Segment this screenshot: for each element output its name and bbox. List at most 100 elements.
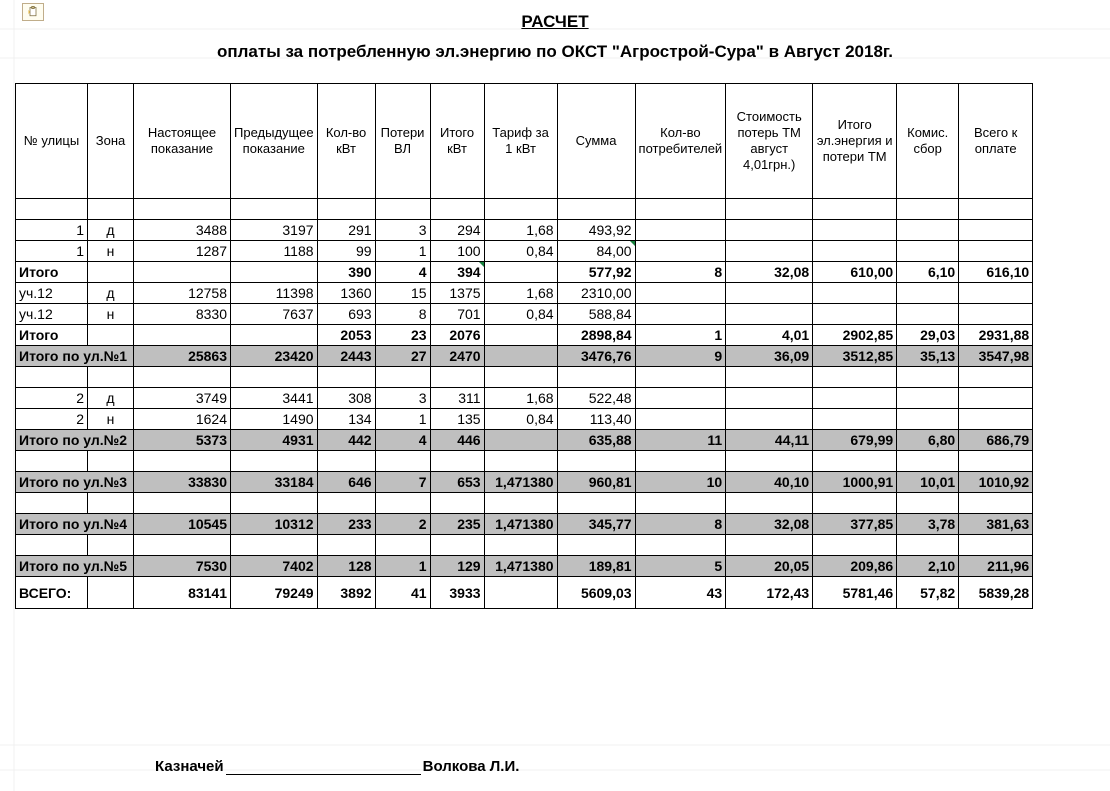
- data-cell: [635, 220, 726, 241]
- data-cell: Итого по ул.№3: [16, 472, 134, 493]
- data-cell: [813, 388, 897, 409]
- data-cell: 679,99: [813, 430, 897, 451]
- table-row: Итого20532320762898,8414,012902,8529,032…: [16, 325, 1033, 346]
- data-cell: 20,05: [726, 556, 813, 577]
- data-cell: [484, 325, 557, 346]
- data-cell: 2: [16, 388, 88, 409]
- data-cell: [897, 220, 959, 241]
- data-cell: 701: [430, 304, 484, 325]
- empty-cell: [726, 493, 813, 514]
- data-cell: 33830: [134, 472, 231, 493]
- data-cell: 308: [317, 388, 375, 409]
- data-cell: [134, 262, 231, 283]
- data-cell: 646: [317, 472, 375, 493]
- data-cell: 345,77: [557, 514, 635, 535]
- data-cell: [88, 325, 134, 346]
- data-cell: 23: [375, 325, 430, 346]
- data-cell: ВСЕГО:: [16, 577, 88, 609]
- data-cell: 294: [430, 220, 484, 241]
- data-cell: 1188: [231, 241, 318, 262]
- data-cell: [897, 241, 959, 262]
- empty-cell: [16, 199, 88, 220]
- signature-underline: [226, 774, 421, 775]
- data-cell: 1,68: [484, 388, 557, 409]
- data-cell: [635, 304, 726, 325]
- empty-cell: [375, 199, 430, 220]
- data-cell: 1000,91: [813, 472, 897, 493]
- data-cell: 1,471380: [484, 514, 557, 535]
- empty-cell: [16, 493, 88, 514]
- data-cell: 2470: [430, 346, 484, 367]
- data-cell: [484, 577, 557, 609]
- empty-cell: [897, 451, 959, 472]
- empty-cell: [897, 535, 959, 556]
- empty-cell: [317, 535, 375, 556]
- empty-cell: [484, 493, 557, 514]
- data-cell: 79249: [231, 577, 318, 609]
- empty-cell: [16, 451, 88, 472]
- empty-cell: [813, 367, 897, 388]
- data-cell: 493,92: [557, 220, 635, 241]
- table-row: 2д3749344130833111,68522,48: [16, 388, 1033, 409]
- empty-cell: [635, 451, 726, 472]
- data-cell: 1287: [134, 241, 231, 262]
- data-cell: д: [88, 220, 134, 241]
- empty-cell: [959, 535, 1033, 556]
- empty-cell: [16, 535, 88, 556]
- empty-cell: [134, 199, 231, 220]
- table-row: ВСЕГО:831417924938924139335609,0343172,4…: [16, 577, 1033, 609]
- data-cell: 390: [317, 262, 375, 283]
- data-cell: 1,471380: [484, 472, 557, 493]
- empty-cell: [430, 535, 484, 556]
- data-cell: [231, 325, 318, 346]
- data-cell: 1: [16, 220, 88, 241]
- empty-cell: [430, 367, 484, 388]
- data-cell: 12758: [134, 283, 231, 304]
- empty-cell: [813, 493, 897, 514]
- data-cell: 3476,76: [557, 346, 635, 367]
- empty-cell: [897, 367, 959, 388]
- data-cell: [484, 262, 557, 283]
- data-cell: 10,01: [897, 472, 959, 493]
- data-cell: 616,10: [959, 262, 1033, 283]
- data-cell: 44,11: [726, 430, 813, 451]
- column-header: Комис. сбор: [897, 84, 959, 199]
- data-cell: 2076: [430, 325, 484, 346]
- data-cell: 8: [375, 304, 430, 325]
- data-cell: [959, 304, 1033, 325]
- data-cell: н: [88, 409, 134, 430]
- data-cell: 7: [375, 472, 430, 493]
- empty-cell: [635, 535, 726, 556]
- empty-cell: [726, 451, 813, 472]
- data-cell: [813, 283, 897, 304]
- data-cell: 3197: [231, 220, 318, 241]
- data-cell: [897, 283, 959, 304]
- empty-cell: [231, 535, 318, 556]
- empty-cell: [375, 493, 430, 514]
- data-cell: 2931,88: [959, 325, 1033, 346]
- table-row: Итого по ул.№2537349314424446635,881144,…: [16, 430, 1033, 451]
- data-cell: 3892: [317, 577, 375, 609]
- data-cell: 635,88: [557, 430, 635, 451]
- empty-cell: [375, 451, 430, 472]
- column-header: Кол-во потребителей: [635, 84, 726, 199]
- data-cell: 1490: [231, 409, 318, 430]
- empty-cell: [635, 199, 726, 220]
- data-cell: 3441: [231, 388, 318, 409]
- column-header: Сумма: [557, 84, 635, 199]
- table-row: 1д3488319729132941,68493,92: [16, 220, 1033, 241]
- empty-cell: [726, 199, 813, 220]
- empty-cell: [959, 199, 1033, 220]
- data-cell: 11398: [231, 283, 318, 304]
- data-cell: [484, 346, 557, 367]
- signature-role: Казначей: [155, 758, 224, 775]
- data-cell: [635, 388, 726, 409]
- empty-cell: [635, 367, 726, 388]
- empty-cell: [484, 199, 557, 220]
- data-cell: 4,01: [726, 325, 813, 346]
- empty-cell: [317, 199, 375, 220]
- table-row: уч.12н8330763769387010,84588,84: [16, 304, 1033, 325]
- data-cell: Итого по ул.№2: [16, 430, 134, 451]
- data-cell: [635, 283, 726, 304]
- data-cell: 15: [375, 283, 430, 304]
